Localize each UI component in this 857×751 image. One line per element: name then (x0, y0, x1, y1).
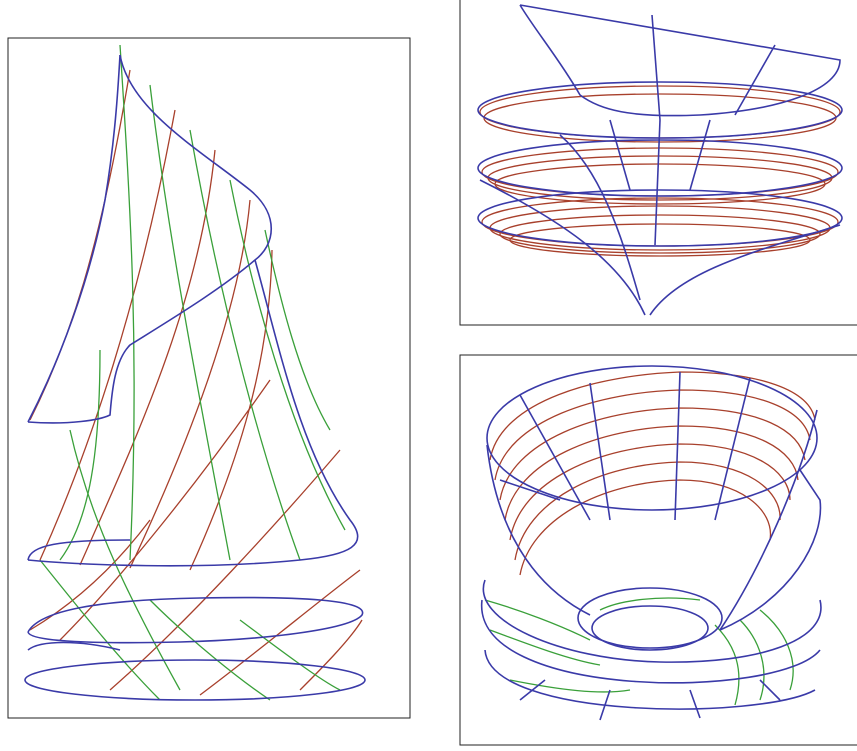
green-vanes (484, 597, 794, 706)
left-panel (7, 37, 411, 719)
blue-bowl (481, 365, 822, 721)
panel-frame (459, 354, 857, 746)
bottom-right-panel (459, 354, 857, 746)
top-right-panel (459, 0, 857, 326)
blue-funnel (477, 4, 843, 316)
blue-outline (24, 54, 366, 701)
red-bowl-rings (489, 371, 816, 576)
green-curves (39, 44, 346, 701)
